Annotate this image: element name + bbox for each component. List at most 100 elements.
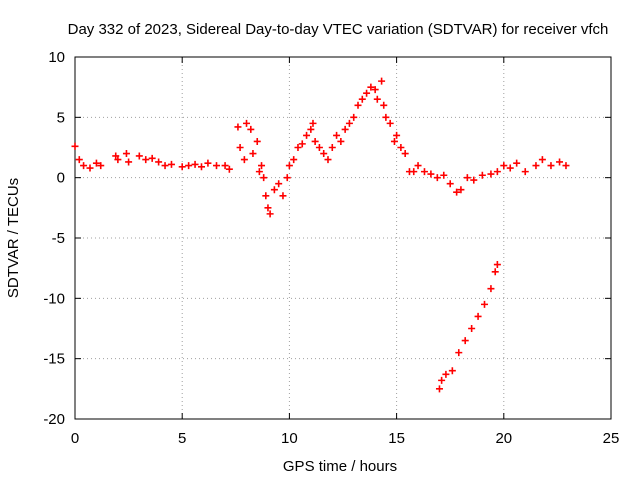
data-point-marker [378,77,386,85]
data-point-marker [470,176,478,184]
data-point-marker [493,261,501,269]
y-tick-label: -5 [52,230,65,247]
data-point-marker [420,168,428,176]
data-point-marker [294,144,302,151]
data-point-marker [435,385,443,393]
data-point-marker [148,154,156,162]
data-point-marker [427,170,435,178]
data-point-marker [243,119,251,127]
data-point-marker [337,137,345,145]
data-point-marker [448,367,456,375]
data-point-marker [345,119,353,127]
data-point-marker [97,162,105,170]
data-point-marker [75,156,83,164]
data-point-marker [221,162,229,170]
x-tick-label: 10 [281,430,298,447]
data-point-marker [112,152,120,160]
data-point-marker [309,119,317,127]
data-point-marker [453,188,461,196]
data-point-marker [463,174,471,182]
data-point-marker [270,186,278,194]
data-point-marker [285,162,293,170]
data-point-marker [556,158,564,166]
data-point-marker [371,86,379,94]
y-tick-label: 0 [57,170,65,187]
data-point-marker [236,144,244,151]
data-point-marker [324,156,332,164]
data-point-marker [474,312,482,320]
data-point-marker [114,156,122,164]
data-point-marker [341,125,349,133]
data-point-marker [562,162,570,170]
data-point-marker [167,160,175,168]
data-point-marker [185,162,193,170]
y-tick-label: -10 [43,290,65,307]
x-tick-label: 5 [178,430,186,447]
data-point-marker [290,156,298,164]
data-point-marker [80,162,88,170]
data-point-marker [547,162,555,170]
data-point-marker [513,159,521,167]
data-point-marker [333,131,341,139]
data-point-marker [414,162,422,170]
y-axis-label: SDTVAR / TECUs [5,178,22,298]
data-point-marker [283,174,291,182]
data-point-marker [247,125,255,133]
y-tick-label: -20 [43,411,65,428]
data-markers [71,77,570,393]
data-point-marker [446,180,454,188]
data-point-marker [213,162,221,170]
data-point-marker [279,192,287,200]
data-point-marker [303,131,311,139]
data-point-marker [358,95,366,103]
data-point-marker [264,204,272,212]
data-point-marker [225,165,233,173]
data-point-marker [240,156,248,164]
data-point-marker [478,171,486,179]
data-point-marker [491,268,499,276]
y-tick-label: 5 [57,109,65,126]
data-point-marker [311,137,319,145]
data-point-marker [178,163,186,171]
data-point-marker [249,150,257,158]
data-point-marker [191,160,199,168]
data-point-marker [125,158,133,166]
data-point-marker [135,152,143,160]
data-point-marker [255,168,263,176]
data-point-marker [442,370,450,378]
data-point-marker [354,101,362,109]
data-point-marker [493,168,501,176]
x-tick-label: 0 [71,430,79,447]
data-point-marker [142,156,150,164]
x-tick-label: 20 [495,430,512,447]
data-point-marker [481,300,489,308]
data-point-marker [307,125,315,133]
data-point-marker [455,349,463,357]
data-point-marker [433,174,441,182]
data-point-marker [401,150,409,158]
data-point-marker [266,210,274,218]
data-point-marker [487,285,495,293]
y-tick-label: 10 [48,49,65,66]
data-point-marker [521,168,529,176]
data-point-marker [320,150,328,158]
data-point-marker [161,162,169,170]
data-point-marker [234,123,242,131]
data-point-marker [122,150,130,158]
data-point-marker [253,137,261,145]
data-point-marker [532,162,540,170]
data-point-marker [367,83,375,91]
data-point-marker [410,168,418,176]
data-point-marker [506,164,514,172]
grid-lines [75,57,611,419]
data-point-marker [262,192,270,200]
chart-title: Day 332 of 2023, Sidereal Day-to-day VTE… [68,21,609,38]
data-point-marker [382,113,390,121]
data-point-marker [363,89,371,97]
axis-ticks: 0 5 10 15 20 25 -20 -15 -10 -5 0 5 10 [43,49,619,447]
x-tick-label: 15 [388,430,405,447]
data-point-marker [538,156,546,164]
data-point-marker [386,119,394,127]
data-point-marker [350,113,358,121]
